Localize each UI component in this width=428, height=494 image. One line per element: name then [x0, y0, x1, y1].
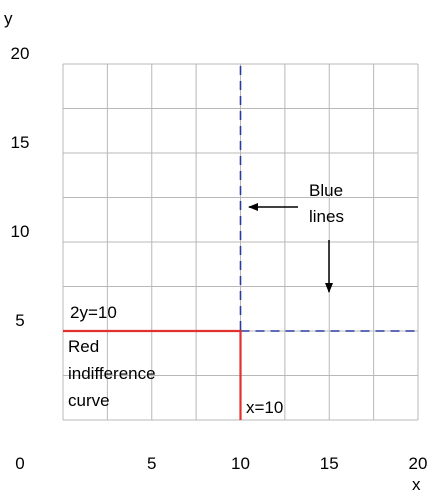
annotation-red: Red: [68, 337, 99, 356]
x-tick-labels: 0 5 10 15 20: [15, 454, 427, 473]
x-axis-label: x: [412, 475, 421, 494]
x-tick-label: 5: [147, 454, 156, 473]
annotation-x-equals-10: x=10: [246, 398, 283, 417]
red-indifference-curve: [63, 329, 242, 420]
annotation-blue: Blue: [309, 181, 343, 200]
annotation-2y-equals-10: 2y=10: [70, 303, 117, 322]
y-tick-label: 10: [11, 222, 30, 241]
annotation-indifference: indifference: [68, 364, 156, 383]
x-tick-label: 0: [15, 454, 24, 473]
y-tick-label: 20: [11, 44, 30, 63]
x-tick-label: 20: [409, 454, 428, 473]
y-tick-label: 15: [11, 133, 30, 152]
annotation-curve: curve: [68, 391, 110, 410]
y-axis-label: y: [4, 9, 13, 28]
annotation-lines: lines: [309, 207, 344, 226]
y-tick-labels: 5 10 15 20: [11, 44, 30, 330]
x-tick-label: 15: [320, 454, 339, 473]
series-layer: [63, 64, 418, 420]
x-tick-label: 10: [231, 454, 250, 473]
y-tick-label: 5: [15, 311, 24, 330]
